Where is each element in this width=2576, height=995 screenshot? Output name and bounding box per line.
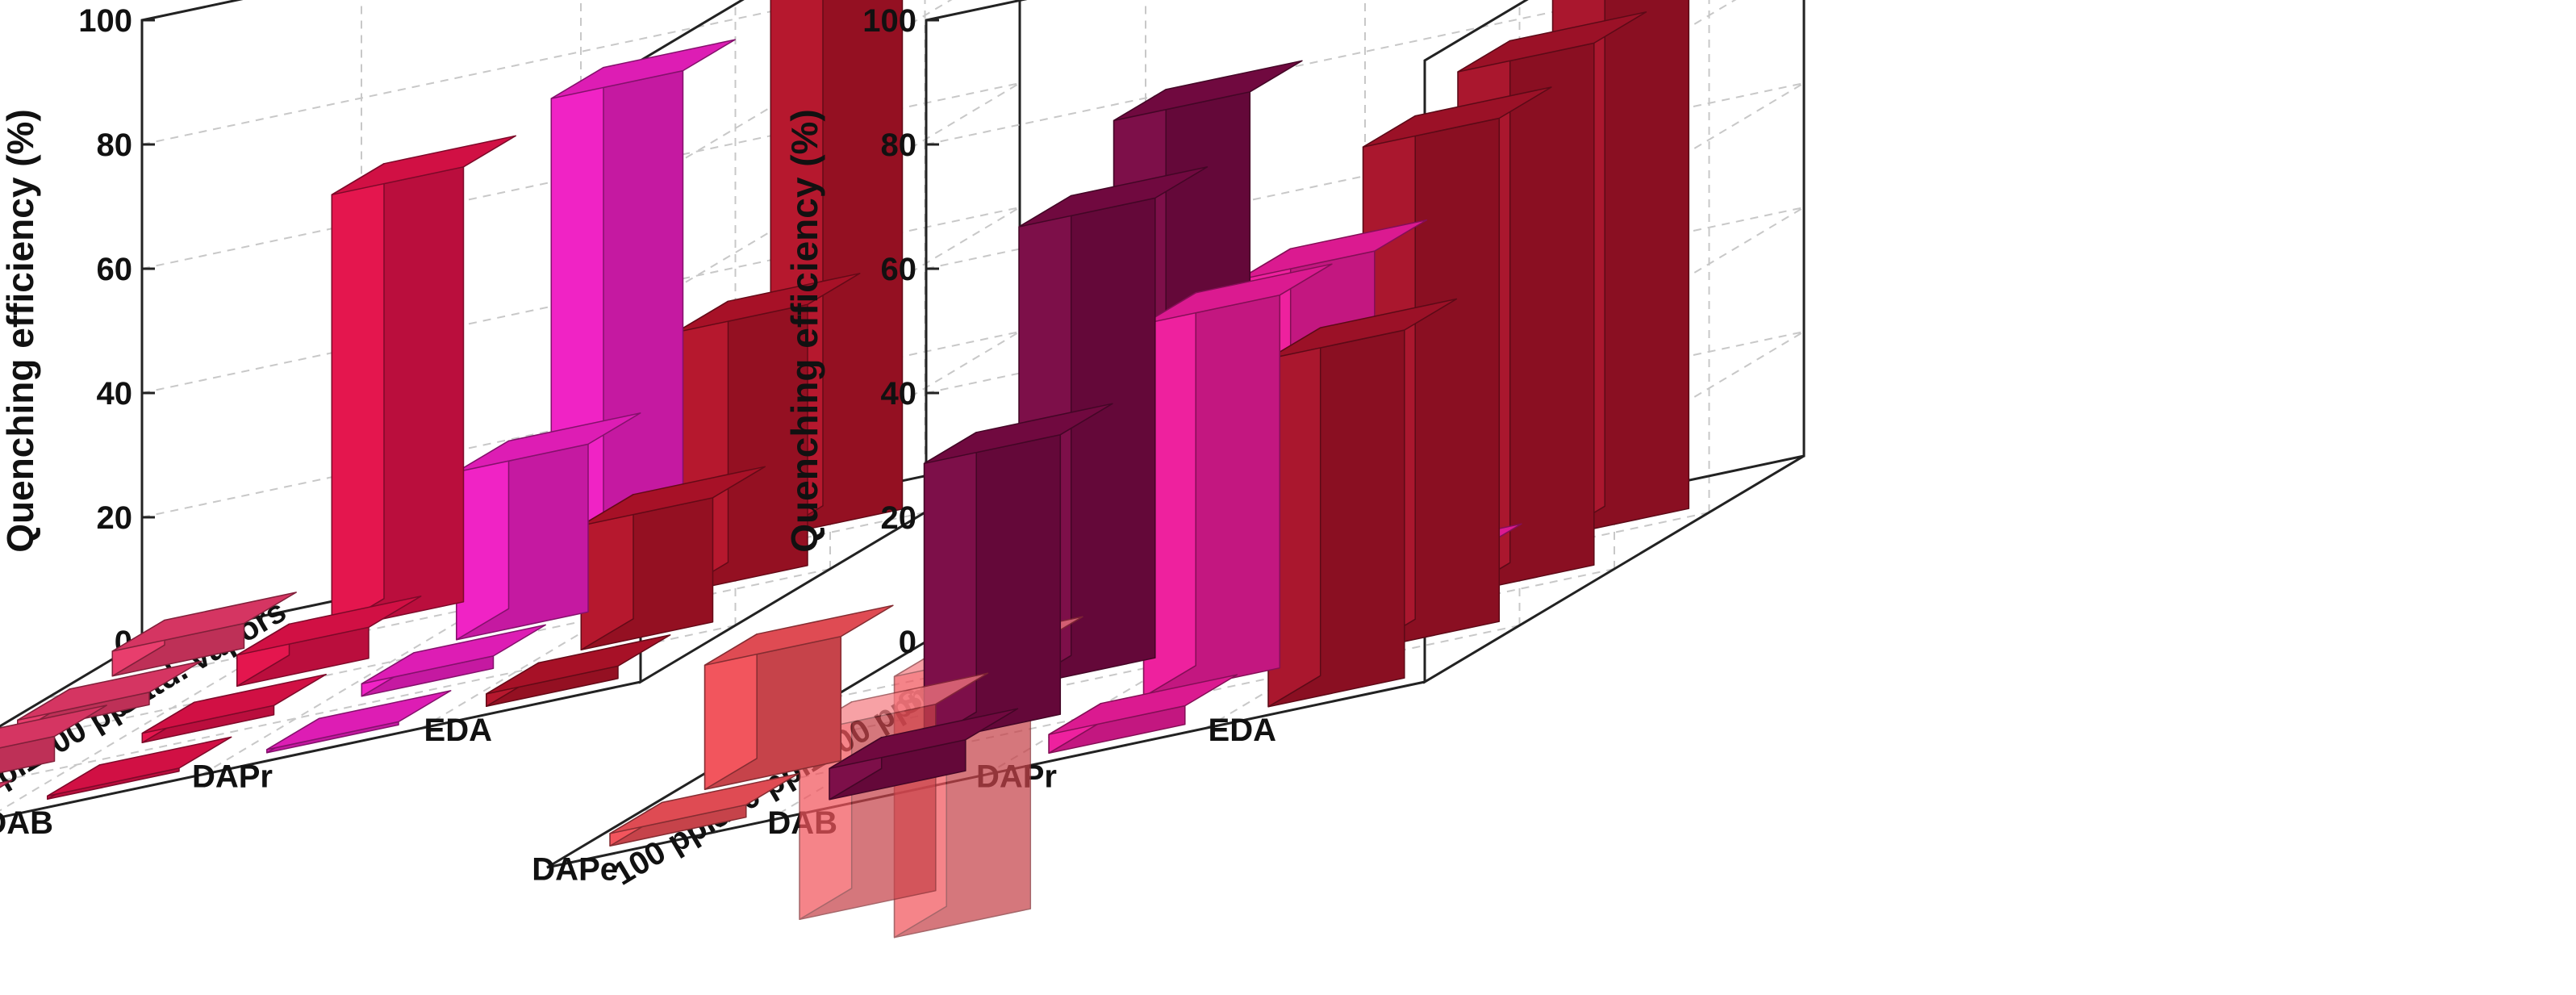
bar-dapr-2 [456, 412, 641, 641]
amine-axis: EDADAPrDABDAPe [0, 713, 492, 841]
bar-face-top [1267, 298, 1458, 360]
floor-edges [0, 640, 641, 819]
bar-dab-0 [829, 708, 1019, 801]
y-axis-label: Quenching efficiency (%) [783, 109, 825, 553]
bar-dab-1 [923, 403, 1113, 744]
amine-label-dapr: DAPr [192, 759, 273, 794]
bar-face-top [456, 412, 641, 473]
chart-left: 0 20 40 60 80 100 Quenching efficiency (%) EDA D… [0, 0, 1021, 841]
bar-dapr-0 [266, 690, 452, 754]
y-tick-label-80: 80 [881, 128, 917, 163]
bar-face-top [1048, 674, 1238, 735]
bar-dape-0 [0, 780, 13, 788]
amine-label-eda: EDA [1209, 713, 1276, 748]
bar-eda-1 [580, 466, 766, 651]
bar-face-top [1018, 166, 1209, 228]
bar-face-top [1362, 86, 1552, 148]
bar-face-top [923, 403, 1113, 465]
y-tick-label-100: 100 [862, 3, 916, 39]
chart-right: 0 20 40 60 80 100 Quenching efficiency (%) EDA D… [532, 0, 1806, 939]
bars [0, 0, 904, 801]
bars [609, 0, 1690, 939]
bar-dape-0 [609, 773, 800, 847]
bar-face-top [675, 273, 861, 333]
y-tick-label-40: 40 [97, 376, 133, 412]
y-axis-label: Quenching efficiency (%) [0, 109, 41, 553]
bar-eda-0 [486, 634, 671, 708]
bar-face-top [0, 780, 13, 788]
bar-face-top [703, 604, 894, 667]
gridline-y-80 [141, 0, 953, 186]
bar-face-top [331, 135, 516, 196]
y-tick-label-40: 40 [881, 376, 917, 412]
amine-label-dab: DAB [0, 805, 53, 841]
bar-face-top [47, 736, 232, 797]
y-axis: 0 20 40 60 80 100 Quenching efficiency (%) [783, 3, 939, 660]
bar-face-top [609, 773, 800, 834]
y-tick-label-60: 60 [881, 252, 917, 287]
bar-dapr-1 [361, 624, 546, 697]
bar-dab-0 [47, 736, 232, 801]
y-tick-label-60: 60 [97, 252, 133, 287]
bar-dab-1 [141, 673, 327, 744]
bar-face-top [361, 624, 546, 685]
y-tick-label-20: 20 [97, 500, 133, 536]
bar-face-top [829, 708, 1019, 770]
bar-face-top [486, 634, 671, 695]
bar-dab-2 [236, 596, 422, 688]
bar-face-top [1238, 219, 1428, 281]
bar-face-top [17, 660, 202, 721]
bar-face-top [580, 466, 766, 527]
y-tick-label-20: 20 [881, 500, 917, 536]
y-tick-label-0: 0 [899, 625, 916, 660]
bar-face-top [266, 690, 452, 750]
bar-dapr-1 [1142, 263, 1333, 698]
y-tick-label-100: 100 [78, 3, 132, 39]
gridline-y-60 [141, 82, 1021, 310]
bar-face-right [331, 163, 385, 631]
bar-dapr-0 [1048, 674, 1238, 755]
bar-dape-1 [0, 704, 107, 774]
bar-face-top [799, 672, 989, 734]
bar-dape-1 [703, 604, 894, 791]
bar-face-top [236, 596, 422, 656]
bar-dape-3 [111, 592, 297, 677]
bar-face-top [0, 704, 107, 749]
bar-face-top [550, 39, 736, 99]
bar-face-top [141, 673, 327, 734]
amine-label-dape: DAPe [532, 851, 618, 887]
bar-face-top [1457, 11, 1647, 73]
bar-face-top [111, 592, 297, 652]
bar-face-top [1142, 263, 1333, 325]
bar-face-top [1113, 60, 1303, 122]
bar-eda-0 [1267, 298, 1458, 708]
y-tick-label-80: 80 [97, 128, 133, 163]
amine-label-eda: EDA [424, 713, 492, 748]
